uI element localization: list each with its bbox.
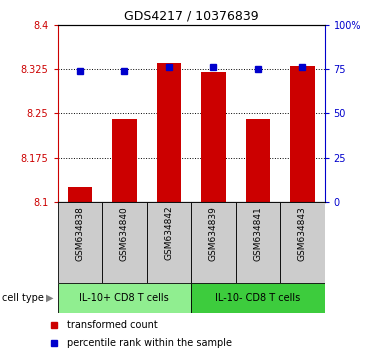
Text: GSM634838: GSM634838 (75, 206, 84, 261)
Text: GSM634843: GSM634843 (298, 206, 307, 261)
Text: GSM634842: GSM634842 (164, 206, 173, 261)
Text: GSM634840: GSM634840 (120, 206, 129, 261)
FancyBboxPatch shape (191, 202, 236, 283)
Bar (157, 63, 181, 202)
Bar (290, 66, 315, 202)
Text: cell type: cell type (2, 293, 44, 303)
Text: transformed count: transformed count (67, 320, 157, 330)
Bar (201, 72, 226, 202)
Text: IL-10- CD8 T cells: IL-10- CD8 T cells (215, 293, 301, 303)
FancyBboxPatch shape (102, 202, 147, 283)
Text: ▶: ▶ (46, 293, 54, 303)
Text: GSM634841: GSM634841 (253, 206, 262, 261)
Title: GDS4217 / 10376839: GDS4217 / 10376839 (124, 9, 258, 22)
FancyBboxPatch shape (58, 283, 191, 313)
Bar (68, 187, 92, 202)
Bar (112, 119, 137, 202)
Text: GSM634839: GSM634839 (209, 206, 218, 261)
Text: IL-10+ CD8 T cells: IL-10+ CD8 T cells (79, 293, 169, 303)
FancyBboxPatch shape (280, 202, 325, 283)
Bar (246, 119, 270, 202)
FancyBboxPatch shape (236, 202, 280, 283)
FancyBboxPatch shape (191, 283, 325, 313)
FancyBboxPatch shape (147, 202, 191, 283)
Text: percentile rank within the sample: percentile rank within the sample (67, 338, 232, 348)
FancyBboxPatch shape (58, 202, 102, 283)
